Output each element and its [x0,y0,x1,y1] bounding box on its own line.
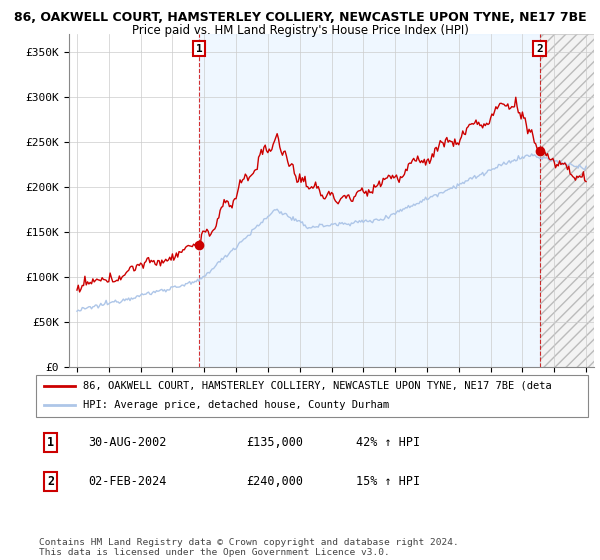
Text: 2: 2 [47,475,54,488]
Text: 42% ↑ HPI: 42% ↑ HPI [356,436,420,449]
Text: £240,000: £240,000 [246,475,303,488]
Bar [539,34,594,367]
Text: 86, OAKWELL COURT, HAMSTERLEY COLLIERY, NEWCASTLE UPON TYNE, NE17 7BE: 86, OAKWELL COURT, HAMSTERLEY COLLIERY, … [14,11,586,24]
Text: HPI: Average price, detached house, County Durham: HPI: Average price, detached house, Coun… [83,400,389,410]
Text: 86, OAKWELL COURT, HAMSTERLEY COLLIERY, NEWCASTLE UPON TYNE, NE17 7BE (deta: 86, OAKWELL COURT, HAMSTERLEY COLLIERY, … [83,381,551,391]
Text: 1: 1 [196,44,202,54]
Text: 2: 2 [536,44,543,54]
Text: 02-FEB-2024: 02-FEB-2024 [88,475,167,488]
Bar [199,34,539,367]
FancyBboxPatch shape [36,375,588,417]
Text: £135,000: £135,000 [246,436,303,449]
Text: Contains HM Land Registry data © Crown copyright and database right 2024.
This d: Contains HM Land Registry data © Crown c… [39,538,459,557]
Text: Price paid vs. HM Land Registry's House Price Index (HPI): Price paid vs. HM Land Registry's House … [131,24,469,37]
Bar [539,34,594,367]
Text: 1: 1 [47,436,54,449]
Text: 30-AUG-2002: 30-AUG-2002 [88,436,167,449]
Text: 15% ↑ HPI: 15% ↑ HPI [356,475,420,488]
